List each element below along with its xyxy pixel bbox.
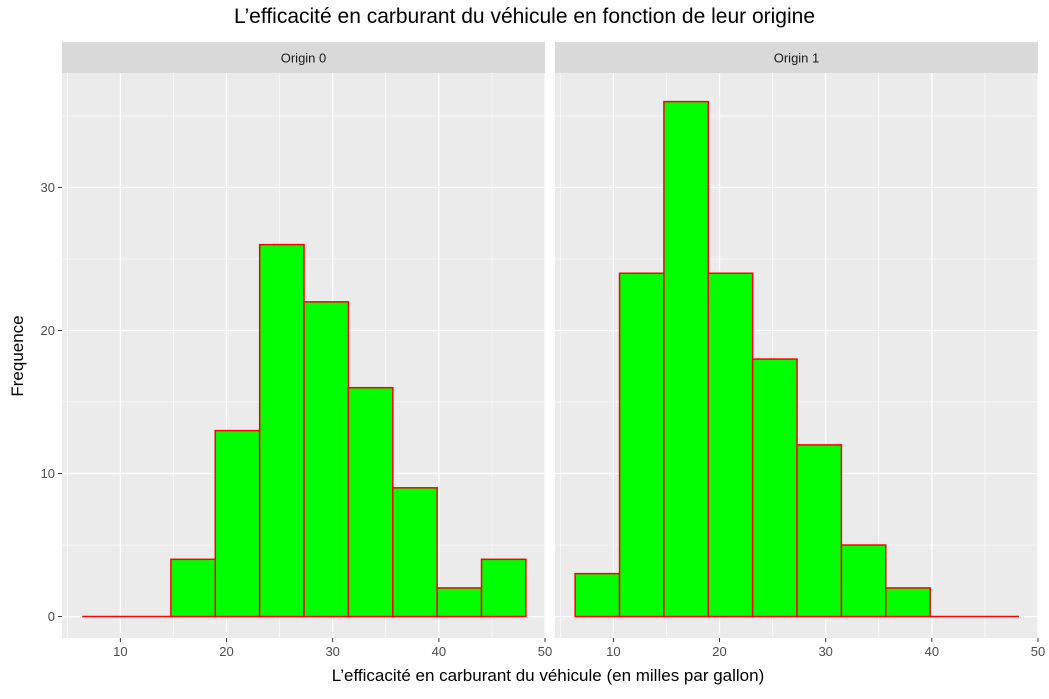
chart-title: L’efficacité en carburant du véhicule en… bbox=[234, 5, 815, 28]
histogram-bar bbox=[885, 587, 931, 618]
histogram-bar bbox=[170, 558, 217, 618]
x-tick-label: 40 bbox=[925, 644, 939, 659]
y-tick-label: 0 bbox=[48, 609, 55, 624]
histogram-bar bbox=[303, 301, 350, 618]
x-tick-label: 10 bbox=[113, 644, 127, 659]
panel-origin-1: Origin 1 10 20 30 40 50 bbox=[555, 42, 1045, 659]
x-tick-label: 30 bbox=[325, 644, 339, 659]
histogram-bar bbox=[840, 544, 887, 618]
histogram-bar bbox=[707, 272, 754, 618]
histogram-bar bbox=[574, 572, 621, 618]
x-tick-label: 30 bbox=[818, 644, 832, 659]
panel-strip-label: Origin 0 bbox=[281, 51, 327, 66]
y-axis-label: Frequence bbox=[8, 315, 27, 397]
panel-strip-label: Origin 1 bbox=[774, 51, 820, 66]
x-tick-label: 10 bbox=[606, 644, 620, 659]
x-tick-label: 50 bbox=[538, 644, 552, 659]
x-axis-label: L’efficacité en carburant du véhicule (e… bbox=[331, 666, 765, 685]
x-tick-label: 20 bbox=[219, 644, 233, 659]
x-tick-label: 40 bbox=[432, 644, 446, 659]
y-tick-label: 10 bbox=[41, 466, 55, 481]
y-tick-label: 20 bbox=[41, 323, 55, 338]
histogram-bar bbox=[751, 358, 798, 618]
panel-origin-0: Origin 0 10 20 30 40 50 bbox=[62, 42, 552, 659]
histogram-bar bbox=[663, 100, 710, 618]
histogram-bar bbox=[214, 429, 261, 618]
histogram-bar bbox=[796, 444, 843, 618]
histogram-bar bbox=[392, 487, 438, 618]
histogram-bar bbox=[347, 386, 394, 618]
y-tick-label: 30 bbox=[41, 180, 55, 195]
y-axis: 0 10 20 30 bbox=[41, 180, 62, 624]
histogram-bar bbox=[258, 243, 305, 618]
panel-strip bbox=[555, 42, 1038, 73]
histogram-bar bbox=[618, 272, 665, 618]
histogram-bar bbox=[436, 587, 483, 618]
x-tick-label: 50 bbox=[1031, 644, 1045, 659]
histogram-bar bbox=[480, 558, 527, 618]
x-tick-label: 20 bbox=[712, 644, 726, 659]
panel-strip bbox=[62, 42, 545, 73]
